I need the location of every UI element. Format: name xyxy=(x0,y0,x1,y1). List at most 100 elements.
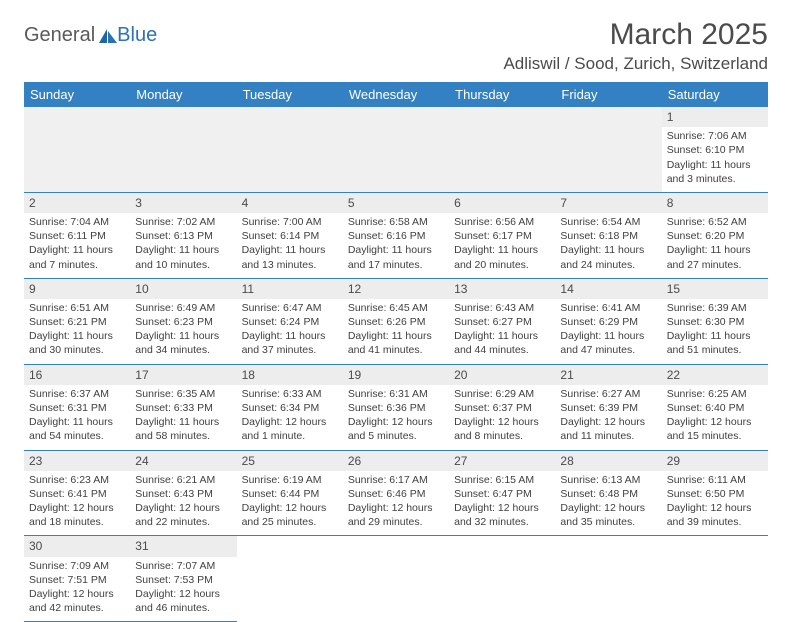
sunset-text: Sunset: 6:39 PM xyxy=(560,401,656,415)
daylight-text: Daylight: 11 hours and 13 minutes. xyxy=(242,243,338,271)
day-number: 25 xyxy=(237,451,343,471)
calendar-cell: 16Sunrise: 6:37 AMSunset: 6:31 PMDayligh… xyxy=(24,364,130,450)
sunrise-text: Sunrise: 6:31 AM xyxy=(348,387,444,401)
daylight-text: Daylight: 11 hours and 27 minutes. xyxy=(667,243,763,271)
calendar-cell: 12Sunrise: 6:45 AMSunset: 6:26 PMDayligh… xyxy=(343,278,449,364)
sunrise-text: Sunrise: 6:54 AM xyxy=(560,215,656,229)
day-number: 3 xyxy=(130,193,236,213)
sunrise-text: Sunrise: 6:17 AM xyxy=(348,473,444,487)
calendar-cell: 25Sunrise: 6:19 AMSunset: 6:44 PMDayligh… xyxy=(237,450,343,536)
day-header: Monday xyxy=(130,82,236,107)
sunrise-text: Sunrise: 6:15 AM xyxy=(454,473,550,487)
calendar-cell: 15Sunrise: 6:39 AMSunset: 6:30 PMDayligh… xyxy=(662,278,768,364)
sunset-text: Sunset: 6:11 PM xyxy=(29,229,125,243)
daylight-text: Daylight: 12 hours and 29 minutes. xyxy=(348,501,444,529)
sunset-text: Sunset: 6:46 PM xyxy=(348,487,444,501)
daylight-text: Daylight: 11 hours and 10 minutes. xyxy=(135,243,231,271)
day-header: Tuesday xyxy=(237,82,343,107)
day-number: 8 xyxy=(662,193,768,213)
sunset-text: Sunset: 6:24 PM xyxy=(242,315,338,329)
calendar-cell: 21 Sunrise: 6:27 AMSunset: 6:39 PMDayligh… xyxy=(555,364,661,450)
calendar-cell: 27Sunrise: 6:15 AMSunset: 6:47 PMDayligh… xyxy=(449,450,555,536)
calendar-cell: 14Sunrise: 6:41 AMSunset: 6:29 PMDayligh… xyxy=(555,278,661,364)
sunrise-text: Sunrise: 6:27 AM xyxy=(560,387,656,401)
day-number: 12 xyxy=(343,279,449,299)
sunset-text: Sunset: 6:14 PM xyxy=(242,229,338,243)
calendar-cell: 29Sunrise: 6:11 AMSunset: 6:50 PMDayligh… xyxy=(662,450,768,536)
calendar-cell: 18 Sunrise: 6:33 AMSunset: 6:34 PMDayligh… xyxy=(237,364,343,450)
sunset-text: Sunset: 6:36 PM xyxy=(348,401,444,415)
sunrise-text: Sunrise: 6:33 AM xyxy=(242,387,338,401)
day-number: 17 xyxy=(130,365,236,385)
day-header: Saturday xyxy=(662,82,768,107)
calendar-cell: 17Sunrise: 6:35 AMSunset: 6:33 PMDayligh… xyxy=(130,364,236,450)
sunrise-text: Sunrise: 6:47 AM xyxy=(242,301,338,315)
calendar-cell: 20Sunrise: 6:29 AMSunset: 6:37 PMDayligh… xyxy=(449,364,555,450)
calendar-cell xyxy=(449,536,555,622)
calendar-cell: 26 Sunrise: 6:17 AMSunset: 6:46 PMDayligh… xyxy=(343,450,449,536)
calendar-week: 2Sunrise: 7:04 AMSunset: 6:11 PMDaylight… xyxy=(24,192,768,278)
calendar-cell: 23Sunrise: 6:23 AMSunset: 6:41 PMDayligh… xyxy=(24,450,130,536)
calendar-cell: 30Sunrise: 7:09 AMSunset: 7:51 PMDayligh… xyxy=(24,536,130,622)
sail-icon xyxy=(97,27,119,45)
daylight-text: Daylight: 11 hours and 34 minutes. xyxy=(135,329,231,357)
sunset-text: Sunset: 6:13 PM xyxy=(135,229,231,243)
day-number: 19 xyxy=(343,365,449,385)
daylight-text: Daylight: 12 hours and 11 minutes. xyxy=(560,415,656,443)
sunrise-text: Sunrise: 6:11 AM xyxy=(667,473,763,487)
day-number: 9 xyxy=(24,279,130,299)
daylight-text: Daylight: 12 hours and 1 minute. xyxy=(242,415,338,443)
calendar-table: SundayMondayTuesdayWednesdayThursdayFrid… xyxy=(24,82,768,622)
sunset-text: Sunset: 6:17 PM xyxy=(454,229,550,243)
calendar-cell: 7Sunrise: 6:54 AMSunset: 6:18 PMDaylight… xyxy=(555,192,661,278)
daylight-text: Daylight: 11 hours and 47 minutes. xyxy=(560,329,656,357)
daylight-text: Daylight: 12 hours and 8 minutes. xyxy=(454,415,550,443)
daylight-text: Daylight: 12 hours and 5 minutes. xyxy=(348,415,444,443)
day-number: 22 xyxy=(662,365,768,385)
sunrise-text: Sunrise: 6:35 AM xyxy=(135,387,231,401)
location: Adliswil / Sood, Zurich, Switzerland xyxy=(503,54,768,74)
sunrise-text: Sunrise: 6:58 AM xyxy=(348,215,444,229)
calendar-cell: 6Sunrise: 6:56 AMSunset: 6:17 PMDaylight… xyxy=(449,192,555,278)
day-number: 10 xyxy=(130,279,236,299)
sunset-text: Sunset: 6:18 PM xyxy=(560,229,656,243)
calendar-cell: 3Sunrise: 7:02 AMSunset: 6:13 PMDaylight… xyxy=(130,192,236,278)
daylight-text: Daylight: 11 hours and 54 minutes. xyxy=(29,415,125,443)
sunset-text: Sunset: 6:21 PM xyxy=(29,315,125,329)
sunset-text: Sunset: 6:43 PM xyxy=(135,487,231,501)
day-number: 26 xyxy=(343,451,449,471)
calendar-cell: 28Sunrise: 6:13 AMSunset: 6:48 PMDayligh… xyxy=(555,450,661,536)
sunset-text: Sunset: 7:51 PM xyxy=(29,573,125,587)
day-number: 21 xyxy=(555,365,661,385)
sunset-text: Sunset: 6:23 PM xyxy=(135,315,231,329)
sunrise-text: Sunrise: 7:06 AM xyxy=(667,129,763,143)
sunrise-text: Sunrise: 6:51 AM xyxy=(29,301,125,315)
sunset-text: Sunset: 6:50 PM xyxy=(667,487,763,501)
logo: General Blue xyxy=(24,24,157,47)
calendar-cell xyxy=(555,536,661,622)
day-number: 20 xyxy=(449,365,555,385)
sunset-text: Sunset: 6:30 PM xyxy=(667,315,763,329)
sunset-text: Sunset: 6:26 PM xyxy=(348,315,444,329)
calendar-cell xyxy=(237,536,343,622)
sunrise-text: Sunrise: 7:07 AM xyxy=(135,559,231,573)
sunrise-text: Sunrise: 6:43 AM xyxy=(454,301,550,315)
day-header: Thursday xyxy=(449,82,555,107)
day-number: 18 xyxy=(237,365,343,385)
day-number: 28 xyxy=(555,451,661,471)
calendar-cell: 19 Sunrise: 6:31 AMSunset: 6:36 PMDayligh… xyxy=(343,364,449,450)
daylight-text: Daylight: 11 hours and 20 minutes. xyxy=(454,243,550,271)
sunset-text: Sunset: 6:31 PM xyxy=(29,401,125,415)
sunset-text: Sunset: 7:53 PM xyxy=(135,573,231,587)
calendar-cell: 4Sunrise: 7:00 AMSunset: 6:14 PMDaylight… xyxy=(237,192,343,278)
day-number: 15 xyxy=(662,279,768,299)
sunset-text: Sunset: 6:34 PM xyxy=(242,401,338,415)
calendar-week: 30Sunrise: 7:09 AMSunset: 7:51 PMDayligh… xyxy=(24,536,768,622)
title-block: March 2025 Adliswil / Sood, Zurich, Swit… xyxy=(503,18,768,74)
day-number: 31 xyxy=(130,536,236,556)
calendar-cell xyxy=(237,107,343,192)
day-number: 7 xyxy=(555,193,661,213)
day-number: 23 xyxy=(24,451,130,471)
calendar-cell: 1Sunrise: 7:06 AMSunset: 6:10 PMDaylight… xyxy=(662,107,768,192)
daylight-text: Daylight: 12 hours and 18 minutes. xyxy=(29,501,125,529)
